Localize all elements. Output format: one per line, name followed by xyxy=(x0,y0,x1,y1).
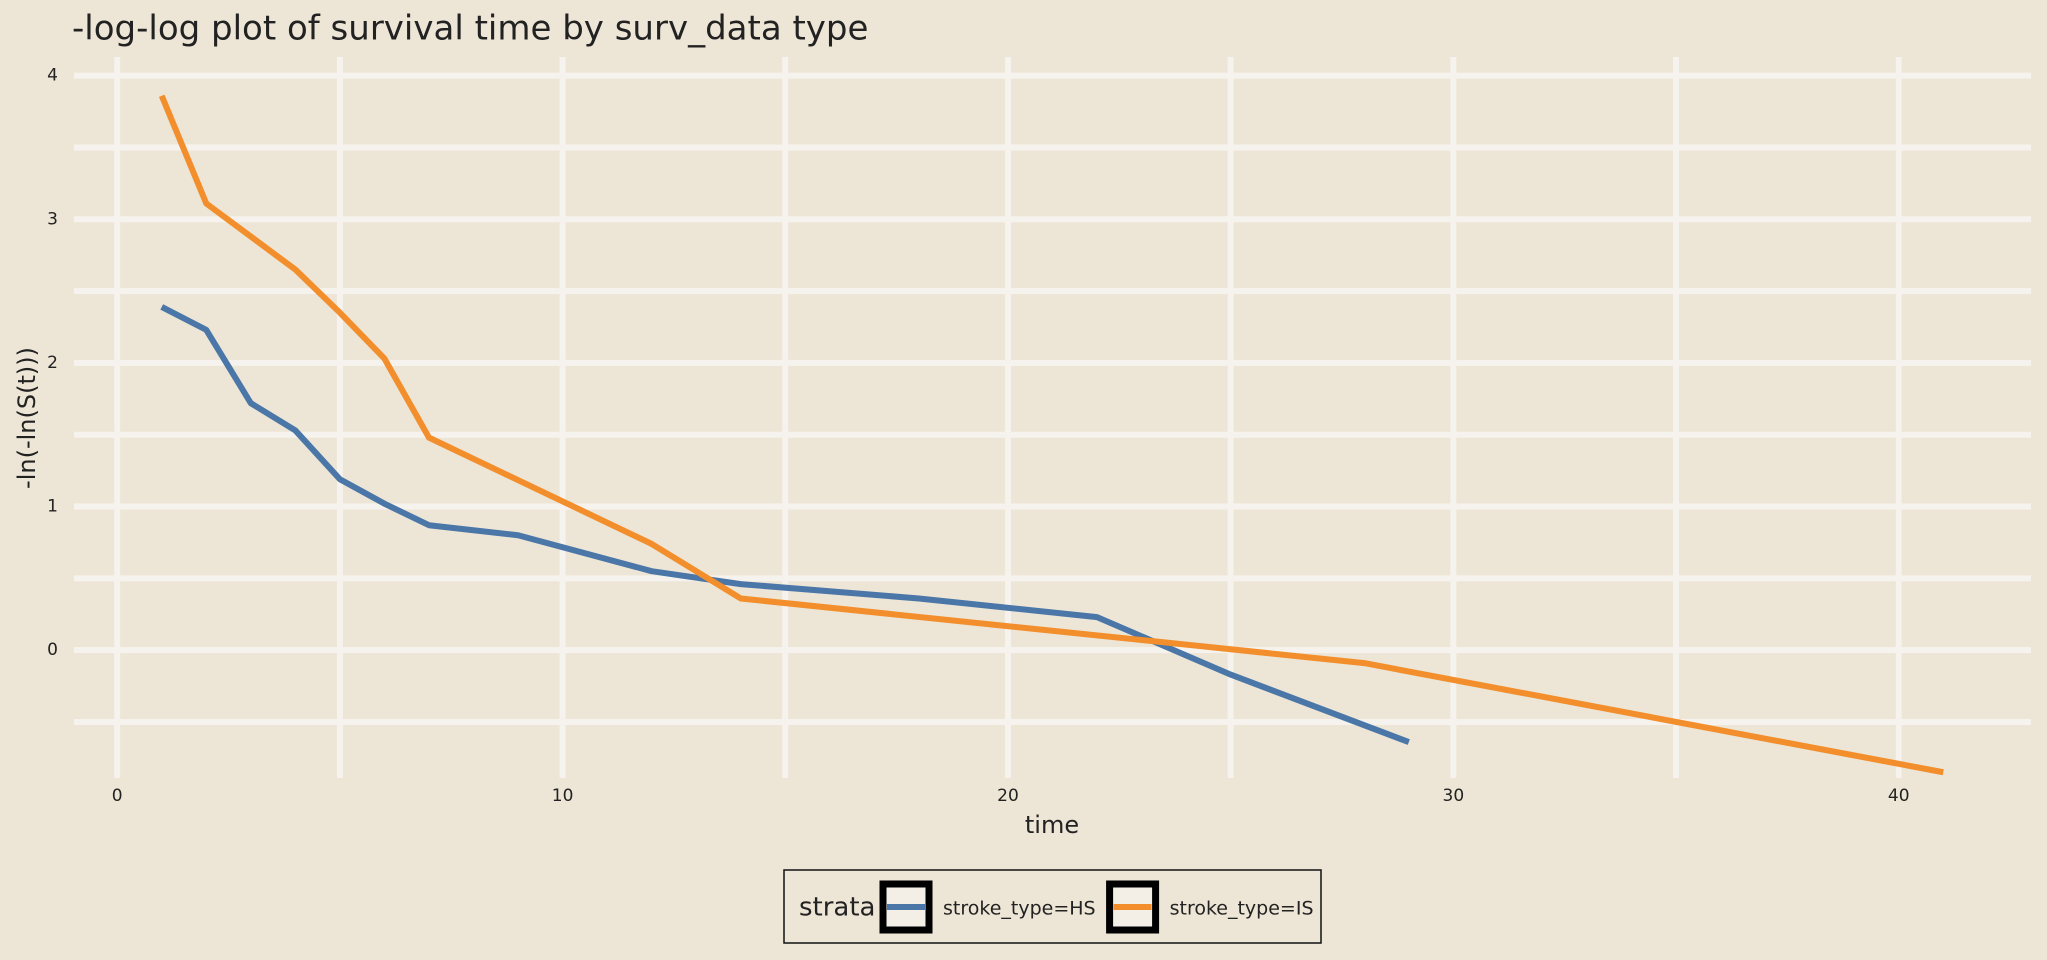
x-tick-label: 10 xyxy=(552,786,574,806)
x-axis-label: time xyxy=(1025,811,1079,839)
legend-title: strata xyxy=(799,893,876,923)
x-tick-label: 20 xyxy=(997,786,1019,806)
chart-title: -log-log plot of survival time by surv_d… xyxy=(72,9,868,49)
grid: 0 10 20 30 40 0 1 2 3 4 xyxy=(47,57,2031,806)
y-tick-label: 0 xyxy=(47,640,58,660)
series-line xyxy=(160,304,1410,745)
x-tick-label: 40 xyxy=(1888,786,1910,806)
y-tick-label: 3 xyxy=(47,209,58,229)
y-tick-label: 2 xyxy=(47,353,58,373)
y-tick-label: 4 xyxy=(47,66,58,86)
legend-box xyxy=(783,869,1322,944)
plot-lines xyxy=(158,94,1944,776)
x-tick-label: 0 xyxy=(112,786,123,806)
legend: strata stroke_type=HS stroke_type=IS xyxy=(783,869,1322,944)
y-axis-label: -ln(-ln(S(t))) xyxy=(13,347,41,489)
series-line xyxy=(158,94,1944,776)
x-tick-label: 30 xyxy=(1443,786,1465,806)
y-tick-label: 1 xyxy=(47,497,58,517)
legend-label: stroke_type=IS xyxy=(1170,898,1314,920)
legend-label: stroke_type=HS xyxy=(943,898,1096,920)
